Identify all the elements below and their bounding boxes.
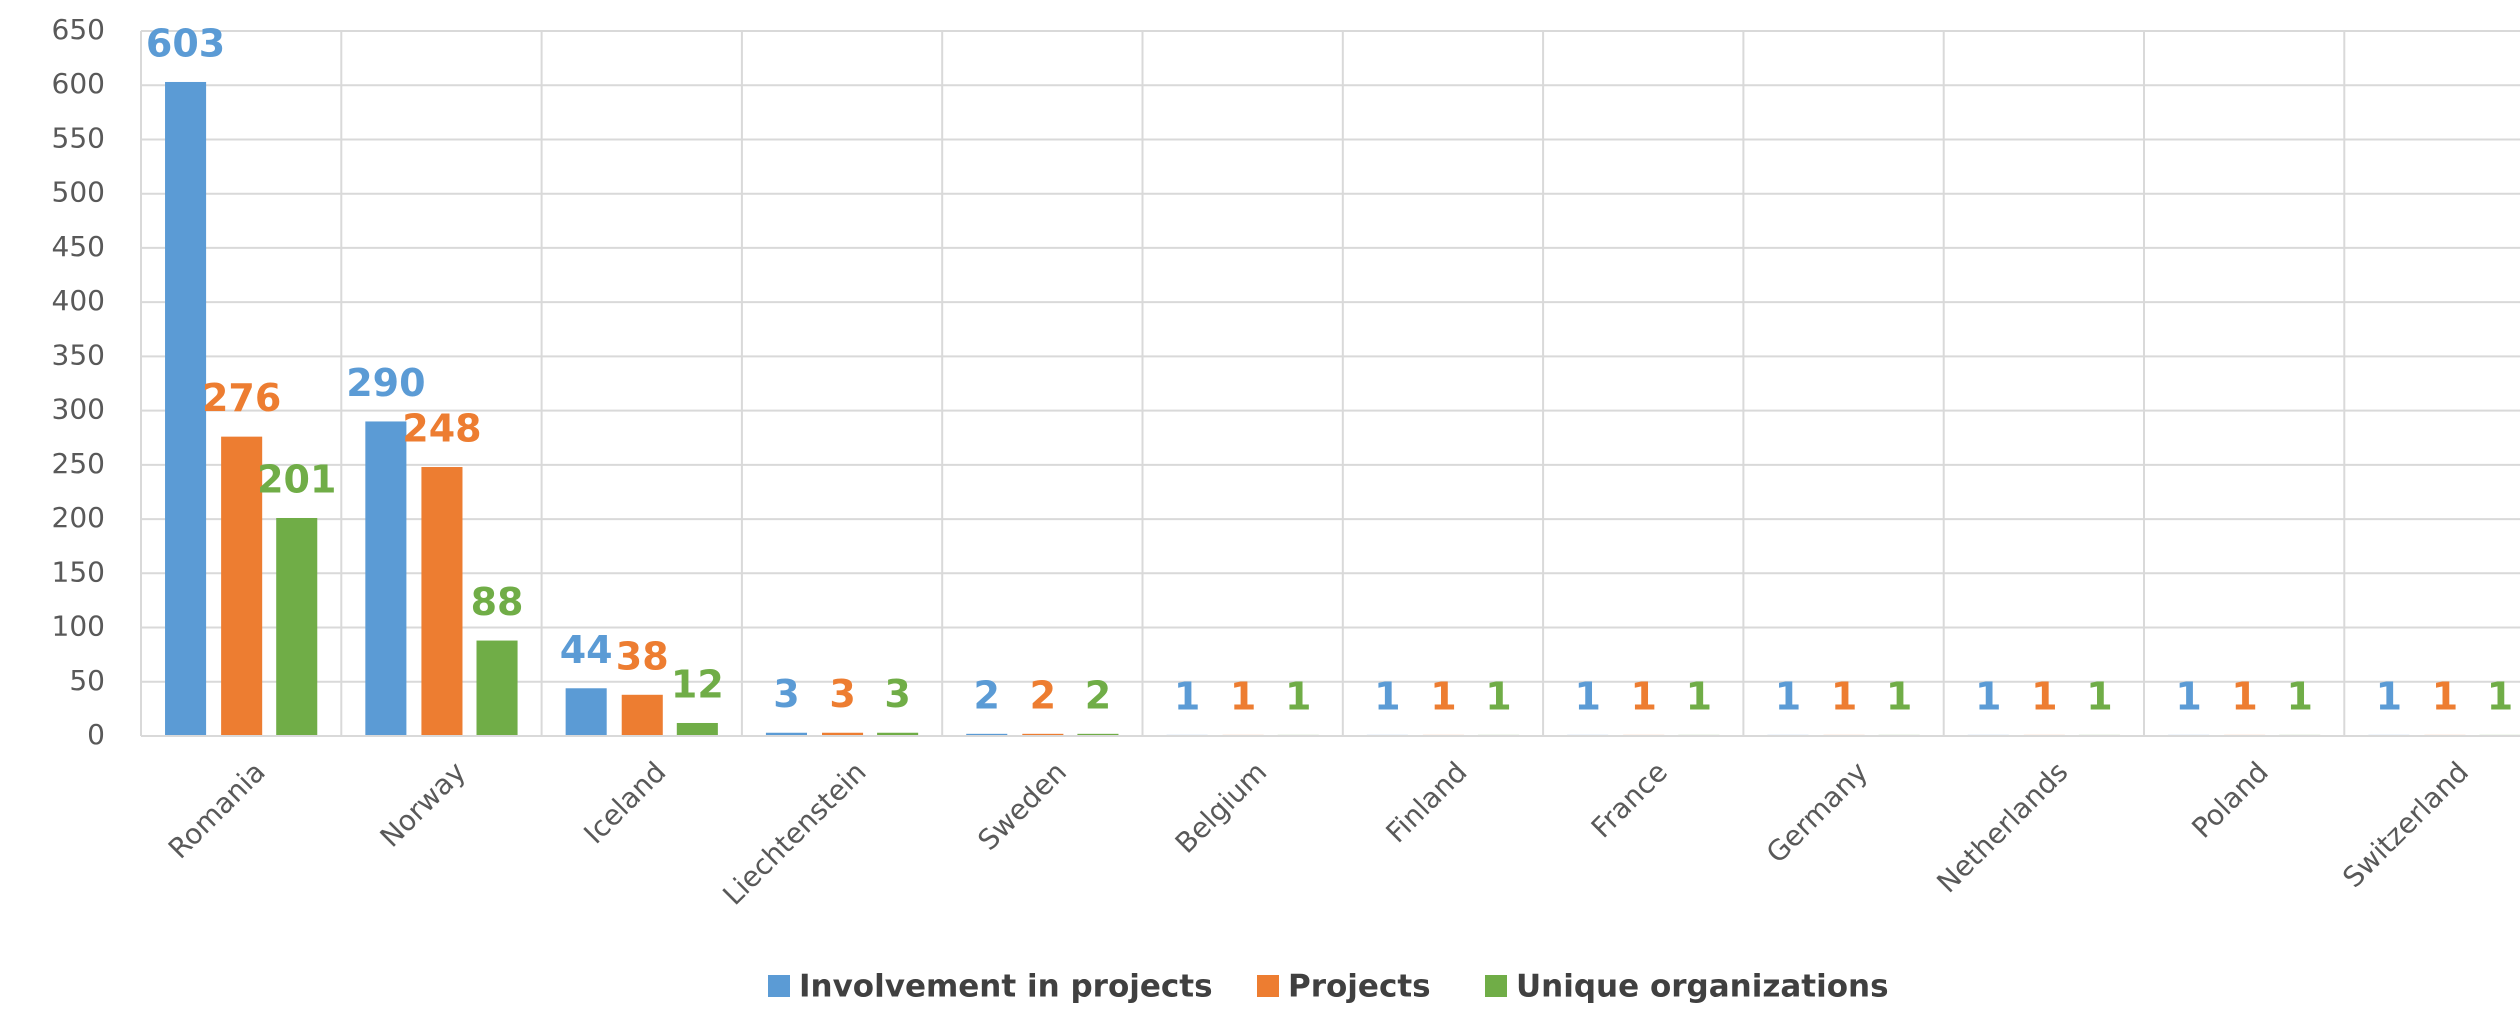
- data-label: 2: [1085, 673, 1111, 717]
- data-label: 1: [1686, 674, 1712, 718]
- data-label: 2: [974, 673, 1000, 717]
- data-label: 1: [2031, 674, 2057, 718]
- y-tick-label: 100: [52, 610, 105, 643]
- bar: [966, 733, 1008, 736]
- data-label: 3: [829, 672, 855, 716]
- y-tick-label: 650: [52, 13, 105, 46]
- x-tick-label: Poland: [2185, 755, 2274, 844]
- data-label: 1: [1374, 674, 1400, 718]
- bar: [421, 467, 463, 736]
- bar: [621, 694, 663, 736]
- bar: [676, 722, 718, 736]
- x-tick-label: Finland: [1379, 755, 1473, 849]
- y-tick-label: 50: [69, 664, 105, 697]
- data-label: 1: [1831, 674, 1857, 718]
- bar: [877, 732, 919, 736]
- legend-label: Projects: [1288, 969, 1431, 1005]
- data-label: 290: [346, 361, 425, 405]
- data-label: 1: [2287, 674, 2313, 718]
- data-label: 1: [1775, 674, 1801, 718]
- y-tick-label: 0: [87, 718, 105, 751]
- data-label: 1: [2487, 674, 2513, 718]
- data-label: 1: [1430, 674, 1456, 718]
- legend-swatch: [1485, 975, 1507, 997]
- data-label: 1: [2432, 674, 2458, 718]
- data-label: 1: [1631, 674, 1657, 718]
- bar: [365, 421, 407, 736]
- y-tick-label: 300: [52, 393, 105, 426]
- bar: [822, 732, 864, 736]
- x-tick-label: France: [1585, 755, 1674, 844]
- bar: [1022, 733, 1064, 736]
- x-tick-label: Germany: [1760, 755, 1874, 869]
- x-tick-label: Iceland: [577, 755, 672, 850]
- x-tick-label: Romania: [162, 755, 272, 865]
- bar: [565, 688, 607, 736]
- data-label: 1: [2376, 674, 2402, 718]
- x-tick-label: Sweden: [971, 755, 1073, 857]
- legend-label: Involvement in projects: [799, 969, 1213, 1005]
- data-label: 1: [2175, 674, 2201, 718]
- legend-label: Unique organizations: [1516, 969, 1889, 1005]
- x-tick-label: Netherlands: [1930, 755, 2074, 899]
- y-tick-label: 550: [52, 121, 105, 154]
- data-label: 1: [1574, 674, 1600, 718]
- x-tick-label: Belgium: [1169, 755, 1274, 860]
- y-tick-label: 200: [52, 501, 105, 534]
- data-label: 1: [1886, 674, 1912, 718]
- data-label: 1: [1285, 674, 1311, 718]
- data-label: 1: [2086, 674, 2112, 718]
- x-tick-label: Switzerland: [2336, 755, 2475, 894]
- data-label: 1: [1485, 674, 1511, 718]
- data-label: 3: [884, 672, 910, 716]
- y-tick-label: 150: [52, 555, 105, 588]
- legend-swatch: [768, 975, 790, 997]
- data-label: 201: [257, 457, 336, 501]
- x-tick-label: Norway: [374, 755, 472, 853]
- data-label: 1: [1174, 674, 1200, 718]
- y-tick-label: 600: [52, 67, 105, 100]
- data-label: 44: [560, 628, 613, 672]
- y-tick-label: 350: [52, 338, 105, 371]
- bar: [1077, 733, 1119, 736]
- data-label: 248: [402, 407, 481, 451]
- y-tick-label: 400: [52, 284, 105, 317]
- bar: [765, 732, 807, 736]
- data-label: 1: [1975, 674, 2001, 718]
- bar: [221, 436, 263, 736]
- data-label: 3: [773, 672, 799, 716]
- data-label: 603: [146, 21, 225, 65]
- data-label: 1: [1230, 674, 1256, 718]
- bar: [165, 81, 207, 736]
- data-label: 2: [1030, 673, 1056, 717]
- data-label: 88: [471, 580, 524, 624]
- x-tick-label: Liechtenstein: [716, 755, 872, 911]
- bar: [476, 640, 518, 736]
- data-label: 38: [616, 634, 669, 678]
- legend-swatch: [1257, 975, 1279, 997]
- y-tick-label: 250: [52, 447, 105, 480]
- y-tick-label: 450: [52, 230, 105, 263]
- data-label: 1: [2231, 674, 2257, 718]
- bar: [276, 517, 318, 736]
- data-label: 12: [671, 662, 724, 706]
- y-tick-label: 500: [52, 176, 105, 209]
- data-label: 276: [202, 376, 281, 420]
